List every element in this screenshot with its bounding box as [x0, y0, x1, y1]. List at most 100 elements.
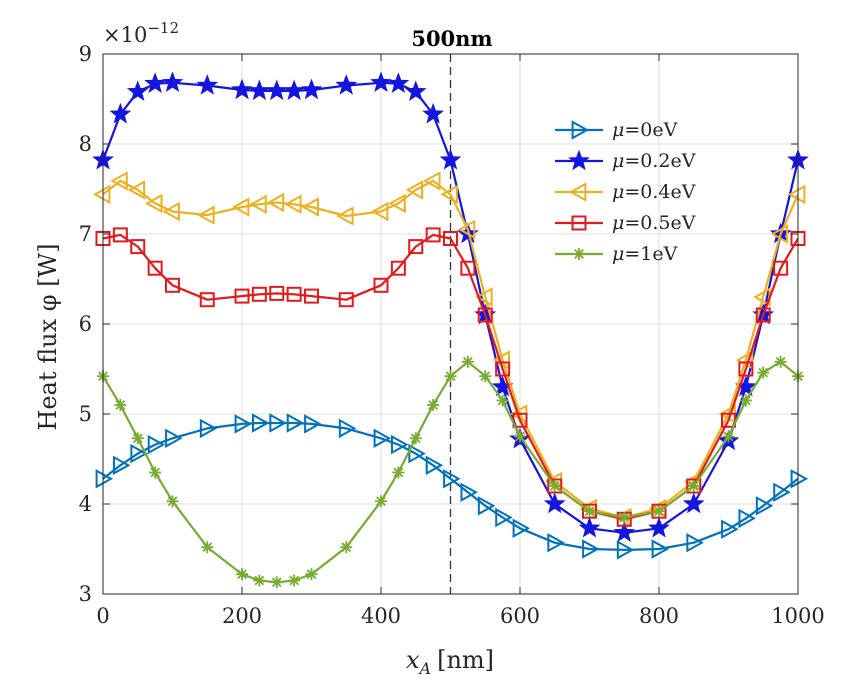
plot-series — [92, 71, 809, 589]
data-point-triangle-right — [651, 539, 670, 559]
data-point-triangle-right — [547, 533, 565, 553]
data-point-triangle-left — [405, 180, 424, 200]
data-point-triangle-left — [127, 180, 146, 200]
data-point-triangle-left — [423, 171, 441, 191]
data-point-triangle-right — [304, 414, 322, 434]
data-point-triangle-left — [92, 184, 111, 205]
data-point-square — [582, 503, 597, 519]
legend-entry: μ=0eV — [555, 119, 678, 141]
y-tick-label: 6 — [79, 312, 92, 336]
data-point-asterisk — [757, 366, 770, 379]
y-axis-label: Heat flux φ [W] — [34, 243, 62, 430]
data-point-triangle-left — [770, 224, 789, 244]
data-point-asterisk — [461, 355, 474, 368]
data-point-triangle-right — [165, 428, 183, 448]
data-point-asterisk — [114, 399, 127, 411]
x-axis-label-sub: A — [418, 659, 432, 678]
data-point-triangle-left — [370, 201, 389, 222]
data-point-asterisk — [479, 370, 492, 383]
data-point-triangle-right — [147, 434, 166, 455]
data-point-square — [547, 478, 563, 494]
data-point-triangle-left — [568, 182, 587, 202]
x-axis-label-unit: [nm] — [437, 646, 494, 674]
data-point-triangle-right — [130, 443, 148, 464]
data-point-star — [387, 72, 410, 93]
data-point-triangle-right — [738, 508, 756, 529]
data-point-asterisk — [340, 541, 353, 554]
series-4 — [97, 355, 804, 589]
data-point-asterisk — [618, 511, 631, 524]
data-point-asterisk — [392, 466, 405, 479]
y-exponent-base: ×10 — [103, 23, 147, 47]
data-point-asterisk — [149, 466, 162, 479]
data-point-triangle-right — [755, 496, 774, 516]
data-point-triangle-right — [571, 120, 590, 140]
legend-entry: μ=1eV — [555, 243, 678, 265]
data-point-square — [147, 260, 163, 276]
data-point-triangle-right — [425, 455, 444, 475]
y-tick-labels: 3 4 5 6 7 8 9 — [79, 42, 92, 606]
legend-label: μ=0.5eV — [612, 212, 696, 234]
data-point-triangle-left — [301, 197, 319, 217]
data-point-square — [755, 307, 771, 323]
data-point-triangle-right — [721, 519, 739, 539]
data-point-triangle-right — [408, 443, 426, 464]
data-point-triangle-right — [582, 539, 600, 559]
data-point-star — [144, 72, 166, 93]
data-point-star — [648, 516, 670, 538]
data-point-triangle-right — [286, 413, 305, 433]
x-tick-label: 800 — [639, 604, 679, 628]
data-point-star — [404, 80, 427, 102]
data-point-triangle-right — [773, 482, 791, 502]
y-tick-label: 8 — [79, 132, 92, 156]
data-point-square — [686, 478, 702, 494]
data-point-asterisk — [444, 370, 457, 383]
data-point-triangle-left — [197, 205, 215, 225]
data-point-triangle-left — [457, 219, 476, 240]
data-point-square — [477, 307, 493, 323]
data-point-triangle-right — [477, 496, 496, 516]
data-point-star — [248, 79, 271, 101]
data-point-square — [571, 215, 587, 231]
data-point-triangle-right — [686, 533, 704, 553]
data-point-asterisk — [409, 432, 422, 445]
data-point-star — [300, 78, 323, 100]
data-point-asterisk — [687, 480, 700, 492]
data-point-square — [286, 286, 302, 302]
legend-label: μ=0.2eV — [612, 150, 696, 172]
data-point-square — [460, 260, 476, 276]
data-point-triangle-right — [95, 469, 114, 489]
data-point-star — [196, 74, 219, 95]
data-point-square — [251, 286, 267, 302]
data-point-square — [721, 412, 736, 428]
data-point-asterisk — [236, 568, 248, 581]
legend-label: μ=0.4eV — [612, 181, 696, 203]
y-tick-label: 7 — [79, 222, 92, 246]
x-tick-label: 600 — [500, 604, 540, 628]
data-point-triangle-right — [790, 469, 809, 489]
data-point-square — [304, 288, 319, 304]
data-point-triangle-left — [388, 193, 406, 214]
data-point-star — [439, 148, 462, 170]
x-tick-label: 200 — [222, 604, 262, 628]
data-point-star — [422, 102, 444, 124]
x-axis-label: xA [nm] — [406, 646, 494, 678]
legend-entry: μ=0.5eV — [555, 212, 696, 234]
data-point-square — [269, 285, 285, 301]
data-point-star — [543, 492, 566, 514]
data-point-triangle-left — [336, 206, 354, 226]
data-point-square — [651, 503, 667, 519]
data-point-star — [283, 79, 305, 101]
data-point-triangle-right — [338, 418, 357, 439]
series-0 — [95, 413, 809, 560]
data-point-square — [443, 231, 458, 246]
data-point-star — [265, 79, 288, 101]
legend-label: μ=1eV — [612, 243, 678, 265]
data-point-triangle-right — [234, 414, 253, 434]
data-point-asterisk — [131, 432, 144, 445]
data-point-triangle-right — [112, 455, 131, 475]
data-point-triangle-left — [162, 201, 180, 222]
data-point-asterisk — [253, 574, 266, 587]
data-point-asterisk — [514, 430, 526, 443]
data-point-asterisk — [375, 495, 387, 508]
